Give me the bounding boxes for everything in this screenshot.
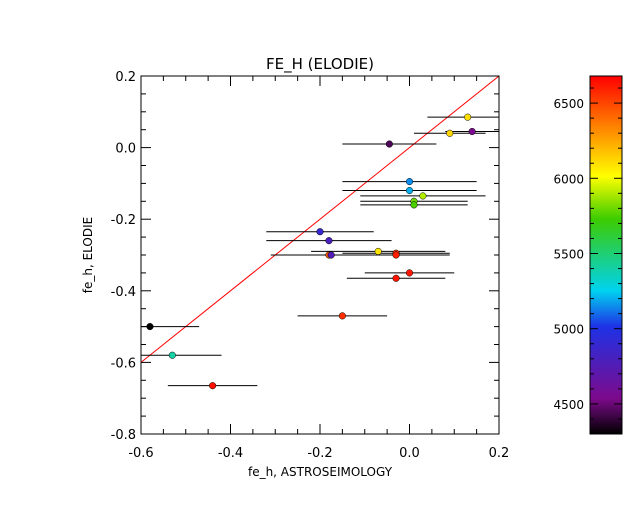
y-tick-label: 0.2 [115, 70, 136, 85]
data-point-0 [464, 113, 472, 121]
x-tick-label: 0.0 [399, 446, 420, 461]
data-point-20 [168, 351, 176, 359]
data-point-18 [338, 312, 346, 320]
colorbar-ticks: 4500 5000 5500 6000 6500 [553, 87, 622, 435]
data-point-10 [325, 237, 333, 245]
colorbar-tick-label: 4500 [553, 398, 584, 412]
y-tick-label: 0.0 [115, 142, 136, 157]
x-tick-label: -0.2 [307, 446, 332, 461]
data-point-13 [327, 251, 335, 259]
y-tick-label: -0.6 [111, 356, 136, 371]
x-tick-label: -0.6 [128, 446, 153, 461]
colorbar-tick-label: 5500 [553, 247, 584, 261]
data-point-15 [392, 251, 400, 259]
y-tick-label: -0.4 [111, 285, 136, 300]
y-tick-label: -0.2 [111, 213, 136, 228]
data-point-8 [410, 201, 418, 209]
colorbar-tick-label: 6000 [553, 172, 584, 186]
one-to-one-line [141, 76, 499, 363]
data-point-5 [405, 187, 414, 195]
y-axis-label: fe_h, ELODIE [81, 217, 95, 294]
colorbar-tick-label: 6500 [553, 97, 584, 111]
data-point-16 [405, 269, 414, 277]
data-point-1 [468, 127, 476, 136]
data-point-11 [374, 247, 382, 255]
chart-title: FE_H (ELODIE) [266, 55, 374, 74]
plot-area [141, 76, 499, 390]
data-point-6 [419, 192, 427, 200]
x-tick-label: 0.2 [489, 446, 510, 461]
x-tick-label: -0.4 [218, 446, 243, 461]
axis-ticks [140, 75, 500, 435]
colorbar [589, 75, 623, 435]
axis-tick-labels: -0.6 -0.4 -0.2 0.0 0.2 -0.8 -0.6 -0.4 -0.2 0.0 0.2 [111, 70, 510, 461]
data-point-21 [209, 382, 217, 390]
data-point-19 [146, 323, 154, 331]
colorbar-tick-label: 5000 [553, 323, 584, 337]
y-tick-label: -0.8 [111, 428, 136, 443]
x-axis-label: fe_h, ASTROSEIMOLOGY [248, 465, 393, 479]
data-point-3 [385, 140, 393, 148]
data-point-9 [316, 228, 324, 236]
data-point-2 [446, 129, 454, 137]
data-point-17 [392, 274, 400, 282]
data-point-4 [405, 178, 414, 186]
